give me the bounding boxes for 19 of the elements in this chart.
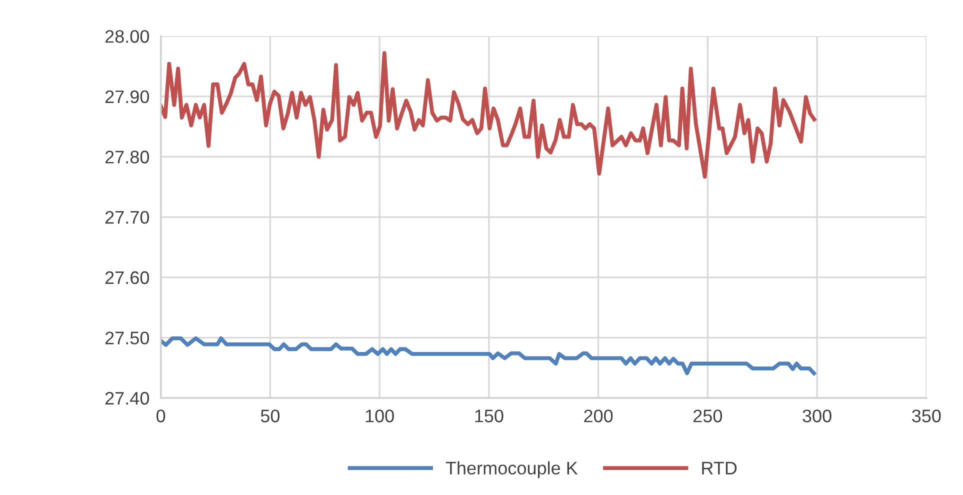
line-series	[160, 51, 816, 179]
y-tick-label: 27.60	[105, 271, 150, 284]
x-tick-label: 350	[912, 410, 941, 422]
legend-label: RTD	[702, 462, 737, 474]
y-tick-label: 28.00	[105, 30, 150, 43]
x-tick-label: 100	[366, 410, 394, 422]
line-series	[160, 336, 816, 376]
legend-label: Thermocouple K	[446, 461, 578, 478]
x-tick-label: 0	[156, 410, 166, 422]
y-tick-label: 27.70	[105, 210, 150, 224]
x-tick-label: 300	[802, 410, 832, 422]
y-tick-label: 27.90	[105, 90, 150, 104]
y-tick-label: 27.40	[105, 392, 150, 405]
y-tick-label: 27.50	[105, 332, 150, 344]
x-tick-label: 150	[475, 410, 504, 422]
x-tick-label: 250	[694, 410, 722, 422]
x-tick-label: 50	[260, 410, 280, 422]
y-tick-label: 27.80	[105, 150, 150, 164]
x-tick-label: 200	[584, 410, 613, 422]
